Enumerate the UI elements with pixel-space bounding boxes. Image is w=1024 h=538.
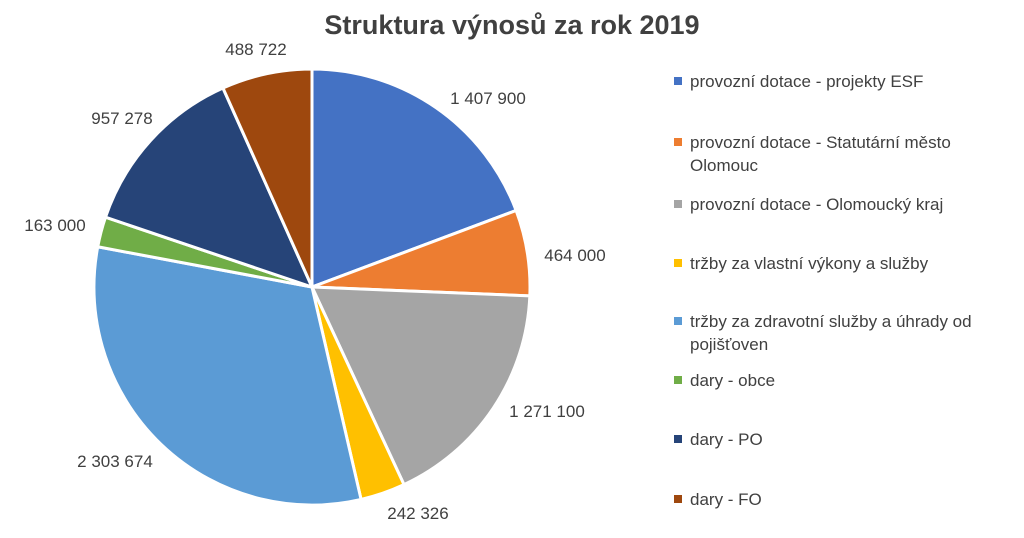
data-label: 242 326 — [387, 504, 448, 523]
legend-swatch — [674, 77, 682, 85]
pie-slice — [103, 86, 315, 290]
data-label: 2 303 674 — [77, 452, 153, 471]
legend-item: dary - PO — [674, 428, 1014, 451]
pie-slice — [310, 67, 519, 290]
chart-title: Struktura výnosů za rok 2019 — [324, 10, 700, 40]
legend-swatch — [674, 200, 682, 208]
pie-slice — [220, 67, 314, 288]
legend-label: provozní dotace - projekty ESF — [690, 72, 924, 91]
legend-swatch — [674, 138, 682, 146]
legend-item: provozní dotace - projekty ESF — [674, 70, 1014, 93]
legend-swatch — [674, 317, 682, 325]
data-label: 1 407 900 — [450, 89, 526, 108]
legend-item: provozní dotace - Olomoucký kraj — [674, 193, 1014, 216]
data-label: 957 278 — [91, 109, 152, 128]
data-label: 464 000 — [544, 246, 605, 265]
legend-swatch — [674, 435, 682, 443]
legend-label: dary - FO — [690, 490, 762, 509]
pie-slice — [92, 245, 363, 507]
legend-swatch — [674, 376, 682, 384]
legend-item: tržby za zdravotní služby a úhrady od po… — [674, 310, 1014, 356]
pie-slice — [309, 285, 532, 487]
legend-label: dary - PO — [690, 430, 763, 449]
legend-item: tržby za vlastní výkony a služby — [674, 252, 1014, 275]
data-label: 488 722 — [225, 40, 286, 59]
legend-label: dary - obce — [690, 371, 776, 390]
legend-swatch — [674, 259, 682, 267]
data-label: 163 000 — [24, 216, 85, 235]
legend-item: provozní dotace - Statutární město Olomo… — [674, 131, 1014, 177]
legend-label: provozní dotace - Olomoucký kraj — [690, 195, 944, 214]
data-label: 1 271 100 — [509, 402, 585, 421]
legend-item: dary - obce — [674, 369, 1014, 392]
legend-label: provozní dotace - Statutární město Olomo… — [690, 133, 951, 175]
legend-label: tržby za zdravotní služby a úhrady od po… — [690, 312, 972, 354]
legend-swatch — [674, 495, 682, 503]
legend-label: tržby za vlastní výkony a služby — [690, 254, 929, 273]
legend-item: dary - FO — [674, 488, 1014, 511]
